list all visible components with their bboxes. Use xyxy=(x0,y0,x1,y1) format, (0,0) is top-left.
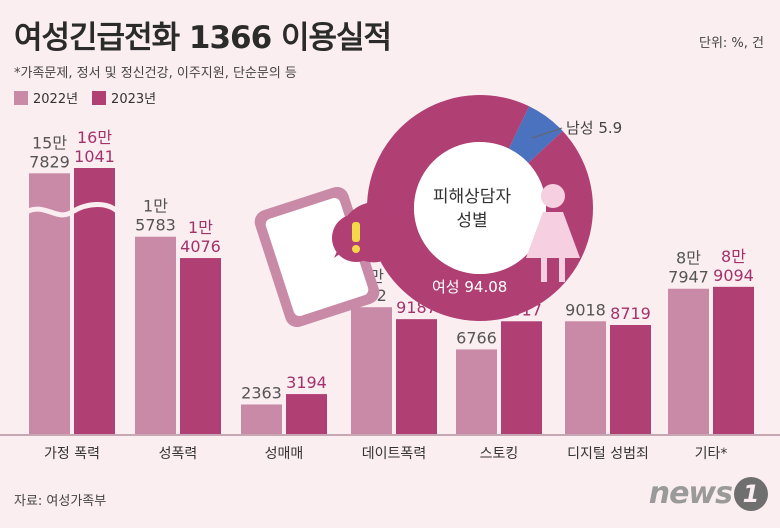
donut-slice-male xyxy=(508,106,563,164)
bar-2023-4 xyxy=(501,321,542,434)
bar-2023-2 xyxy=(286,394,327,434)
donut-title-line-0: 피해상담자 xyxy=(433,187,512,207)
value-label-2022-5-0: 9018 xyxy=(565,300,606,319)
slice-label-female: 여성 94.08 xyxy=(432,278,507,296)
unit-label: 단위: %, 건 xyxy=(698,36,764,51)
bar-2022-2 xyxy=(241,404,282,434)
logo-text: news xyxy=(648,476,733,511)
value-label-2023-6-0: 8만 xyxy=(721,247,746,266)
legend-label-2023: 2023년 xyxy=(111,92,157,107)
legend-swatch-2023 xyxy=(92,90,107,105)
category-label-1: 성폭력 xyxy=(159,446,198,462)
value-label-2023-0-1: 1041 xyxy=(74,147,115,166)
value-label-2022-6-1: 7947 xyxy=(668,268,709,287)
slice-label-male: 남성 5.9 xyxy=(566,119,622,137)
legend-label-2022: 2022년 xyxy=(33,92,79,107)
legend-swatch-2022 xyxy=(14,90,28,105)
bar-2023-3 xyxy=(396,319,437,434)
legend-item-2023: 2023년 xyxy=(92,88,156,107)
female-figure-icon xyxy=(526,184,580,282)
value-label-2023-6-1: 9094 xyxy=(713,266,754,285)
bar-2022-4 xyxy=(456,349,497,434)
footnote: *가족문제, 정서 및 정신건강, 이주지원, 단순문의 등 xyxy=(14,66,297,81)
category-label-6: 기타* xyxy=(695,446,728,462)
value-label-2022-1-0: 1만 xyxy=(143,197,168,216)
category-label-2: 성매매 xyxy=(265,446,304,462)
category-label-4: 스토킹 xyxy=(480,446,519,462)
value-label-2022-6-0: 8만 xyxy=(676,249,701,268)
bar-2023-1 xyxy=(180,258,221,434)
leader-line-male xyxy=(531,127,563,139)
axis-break-wave xyxy=(24,202,120,218)
bar-2022-5 xyxy=(565,321,606,434)
bar-2022-6 xyxy=(668,288,709,434)
value-label-2022-0-0: 15만 xyxy=(32,133,67,152)
value-label-2023-1-1: 4076 xyxy=(180,237,221,256)
bar-2022-1 xyxy=(135,236,176,434)
legend: 2022년 2023년 xyxy=(14,88,156,107)
value-label-2022-2-0: 2363 xyxy=(241,383,282,402)
category-label-5: 디지털 성범죄 xyxy=(567,446,649,462)
value-label-2022-4-0: 6766 xyxy=(456,328,497,347)
bar-2023-6 xyxy=(713,286,754,434)
value-label-2023-0-0: 16만 xyxy=(77,128,112,147)
phone-alert-icon xyxy=(254,186,404,328)
value-label-2023-1-0: 1만 xyxy=(188,218,213,237)
source-label: 자료: 여성가족부 xyxy=(14,494,107,509)
donut-hole xyxy=(414,142,546,274)
bar-2022-3 xyxy=(351,307,392,434)
donut-slice-female xyxy=(367,95,593,321)
logo-mark: 1 xyxy=(734,476,768,511)
category-label-0: 가정 폭력 xyxy=(44,446,100,462)
legend-item-2022: 2022년 xyxy=(14,88,78,107)
value-label-2022-1-1: 5783 xyxy=(135,216,176,235)
page-title: 여성긴급전화 1366 이용실적 xyxy=(14,20,392,56)
bar-2023-5 xyxy=(610,325,651,434)
category-label-3: 데이트폭력 xyxy=(362,446,426,462)
news1-logo: news 1 xyxy=(649,476,768,511)
x-axis-baseline xyxy=(0,434,780,436)
value-label-2023-2-0: 3194 xyxy=(286,373,327,392)
value-label-2022-0-1: 7829 xyxy=(29,152,70,171)
value-label-2023-5-0: 8719 xyxy=(610,304,651,323)
bar-2023-0 xyxy=(74,168,115,434)
donut-title-line-1: 성별 xyxy=(456,211,487,231)
